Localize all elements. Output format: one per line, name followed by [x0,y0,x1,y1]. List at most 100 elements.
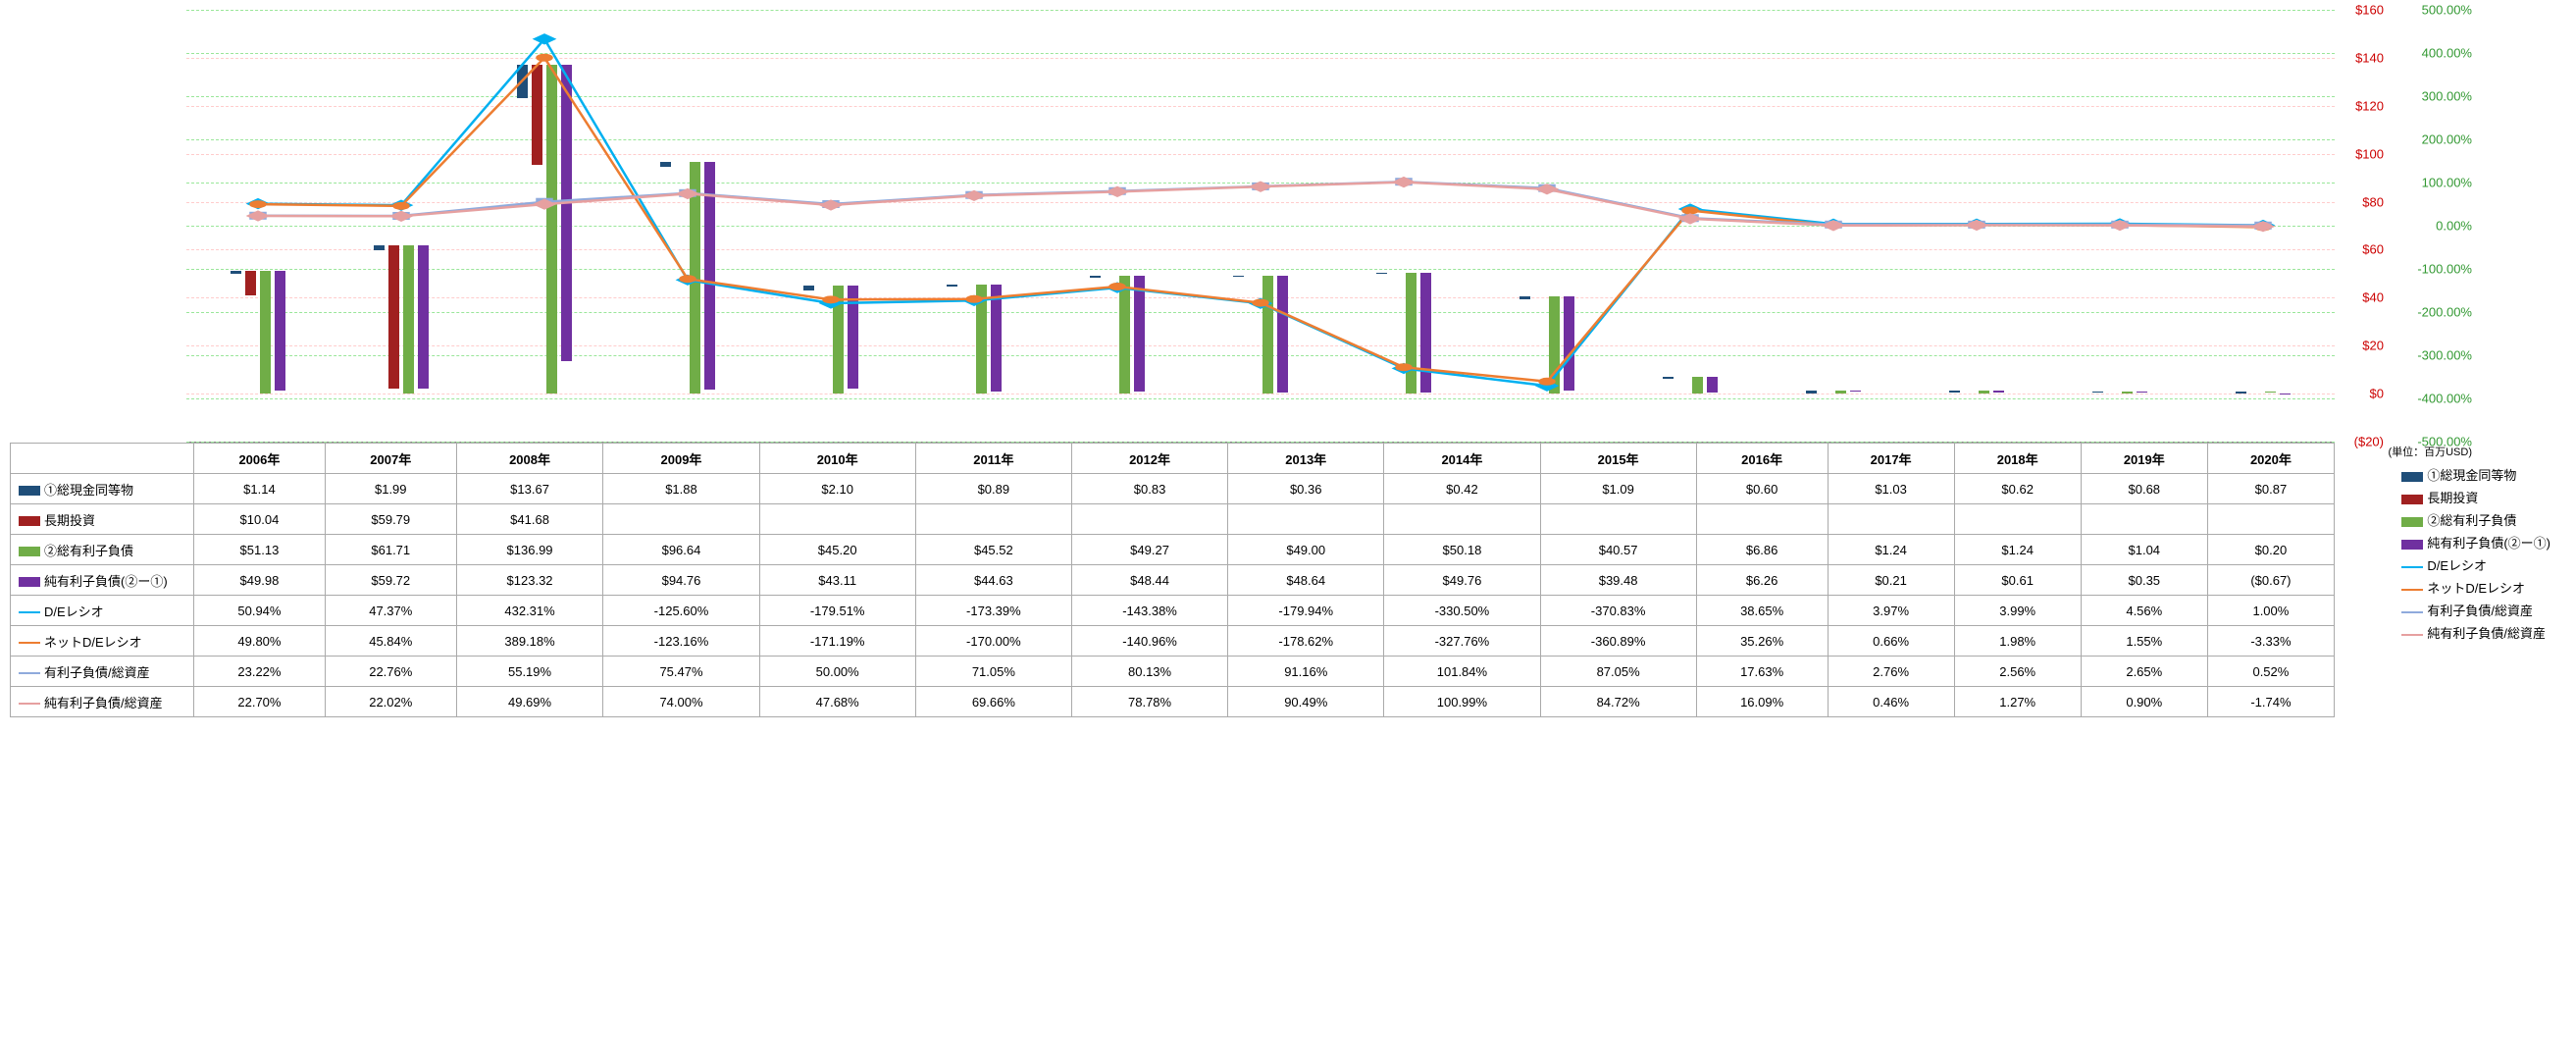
right-legend-label: 有利子負債/総資産 [2427,604,2533,618]
table-cell: $94.76 [603,565,759,596]
bar [1420,273,1431,393]
table-cell: -143.38% [1071,596,1227,626]
table-cell: 389.18% [456,626,603,657]
bar [848,286,858,389]
bar [1520,296,1530,299]
table-cell: -170.00% [915,626,1071,657]
bar [976,285,987,394]
right-legend-label: D/Eレシオ [2427,558,2487,573]
table-cell: -125.60% [603,596,759,626]
table-cell [1384,504,1540,535]
table-cell: -1.74% [2207,687,2334,717]
table-cell: $96.64 [603,535,759,565]
row-header: ネットD/Eレシオ [11,626,194,657]
legend-marker [19,577,40,587]
table-cell: $136.99 [456,535,603,565]
y1-tick-label: $40 [2362,290,2384,305]
table-cell [759,504,915,535]
row-header: 長期投資 [11,504,194,535]
table-cell: -173.39% [915,596,1071,626]
table-cell: $0.35 [2081,565,2207,596]
table-cell: 49.69% [456,687,603,717]
table-cell: -370.83% [1540,596,1696,626]
bar [403,245,414,394]
bar [1406,273,1417,394]
table-cell: 100.99% [1384,687,1540,717]
table-cell: $0.83 [1071,474,1227,504]
legend-marker [19,516,40,526]
row-header: 純有利子負債(②ー①) [11,565,194,596]
table-cell: $49.98 [194,565,326,596]
bar [2122,392,2133,394]
table-cell: ($0.67) [2207,565,2334,596]
table-col-header: 2006年 [194,444,326,474]
right-legend-label: 長期投資 [2427,491,2478,505]
table-cell: 49.80% [194,626,326,657]
y1-tick-label: $20 [2362,339,2384,353]
bar [1949,391,1960,393]
table-cell: $49.00 [1228,535,1384,565]
table-cell: 69.66% [915,687,1071,717]
table-cell [1828,504,1954,535]
table-col-header: 2016年 [1696,444,1828,474]
table-cell: 35.26% [1696,626,1828,657]
bar-group [1046,276,1189,394]
bar [2092,392,2103,394]
row-label: 長期投資 [44,513,95,528]
bar [245,271,256,295]
table-cell: $0.20 [2207,535,2334,565]
table-cell: 22.02% [325,687,456,717]
y1-tick-label: $60 [2362,242,2384,257]
bar [1134,276,1145,392]
bar-group [1475,296,1619,394]
table-cell: 22.70% [194,687,326,717]
legend-marker [19,486,40,496]
bar [1090,276,1101,278]
y1-tick-label: $80 [2362,194,2384,209]
chart-plot-area: ($20)$0$20$40$60$80$100$120$140$160 -500… [186,10,2335,443]
table-cell [603,504,759,535]
right-legend-item: 長期投資 [2401,488,2550,506]
table-col-header: 2009年 [603,444,759,474]
table-cell: $13.67 [456,474,603,504]
bar [690,162,700,394]
table-cell [2081,504,2207,535]
table-cell: $48.64 [1228,565,1384,596]
right-legend-label: ②総有利子負債 [2427,513,2516,528]
table-cell: $6.26 [1696,565,1828,596]
row-header: ①総現金同等物 [11,474,194,504]
table-col-header: 2013年 [1228,444,1384,474]
bar-group [2191,392,2335,394]
table-cell: $44.63 [915,565,1071,596]
table-cell: 80.13% [1071,657,1227,687]
table-cell: 50.94% [194,596,326,626]
table-col-header: 2011年 [915,444,1071,474]
table-cell: $10.04 [194,504,326,535]
table-cell [1954,504,2081,535]
table-cell: 0.90% [2081,687,2207,717]
bar [1707,377,1718,392]
table-cell: $0.87 [2207,474,2334,504]
bar [418,245,429,389]
table-cell: 0.46% [1828,687,1954,717]
legend-marker [2401,589,2423,591]
bar [833,286,844,394]
table-cell: $1.03 [1828,474,1954,504]
y2-tick-label: 0.00% [2436,219,2472,234]
row-header: 純有利子負債/総資産 [11,687,194,717]
row-label: 純有利子負債(②ー①) [44,574,168,589]
y2-tick-label: 300.00% [2422,89,2472,104]
bar-group [2048,392,2191,394]
table-cell: $51.13 [194,535,326,565]
table-cell: 1.00% [2207,596,2334,626]
table-cell: $0.68 [2081,474,2207,504]
table-cell: $40.57 [1540,535,1696,565]
right-legend-label: 純有利子負債/総資産 [2427,626,2546,641]
bar [1663,377,1674,378]
y1-tick-label: $100 [2355,146,2384,161]
table-cell: $0.21 [1828,565,1954,596]
table-cell [915,504,1071,535]
table-cell: 1.98% [1954,626,2081,657]
legend-marker [19,642,40,644]
table-cell: $1.24 [1954,535,2081,565]
